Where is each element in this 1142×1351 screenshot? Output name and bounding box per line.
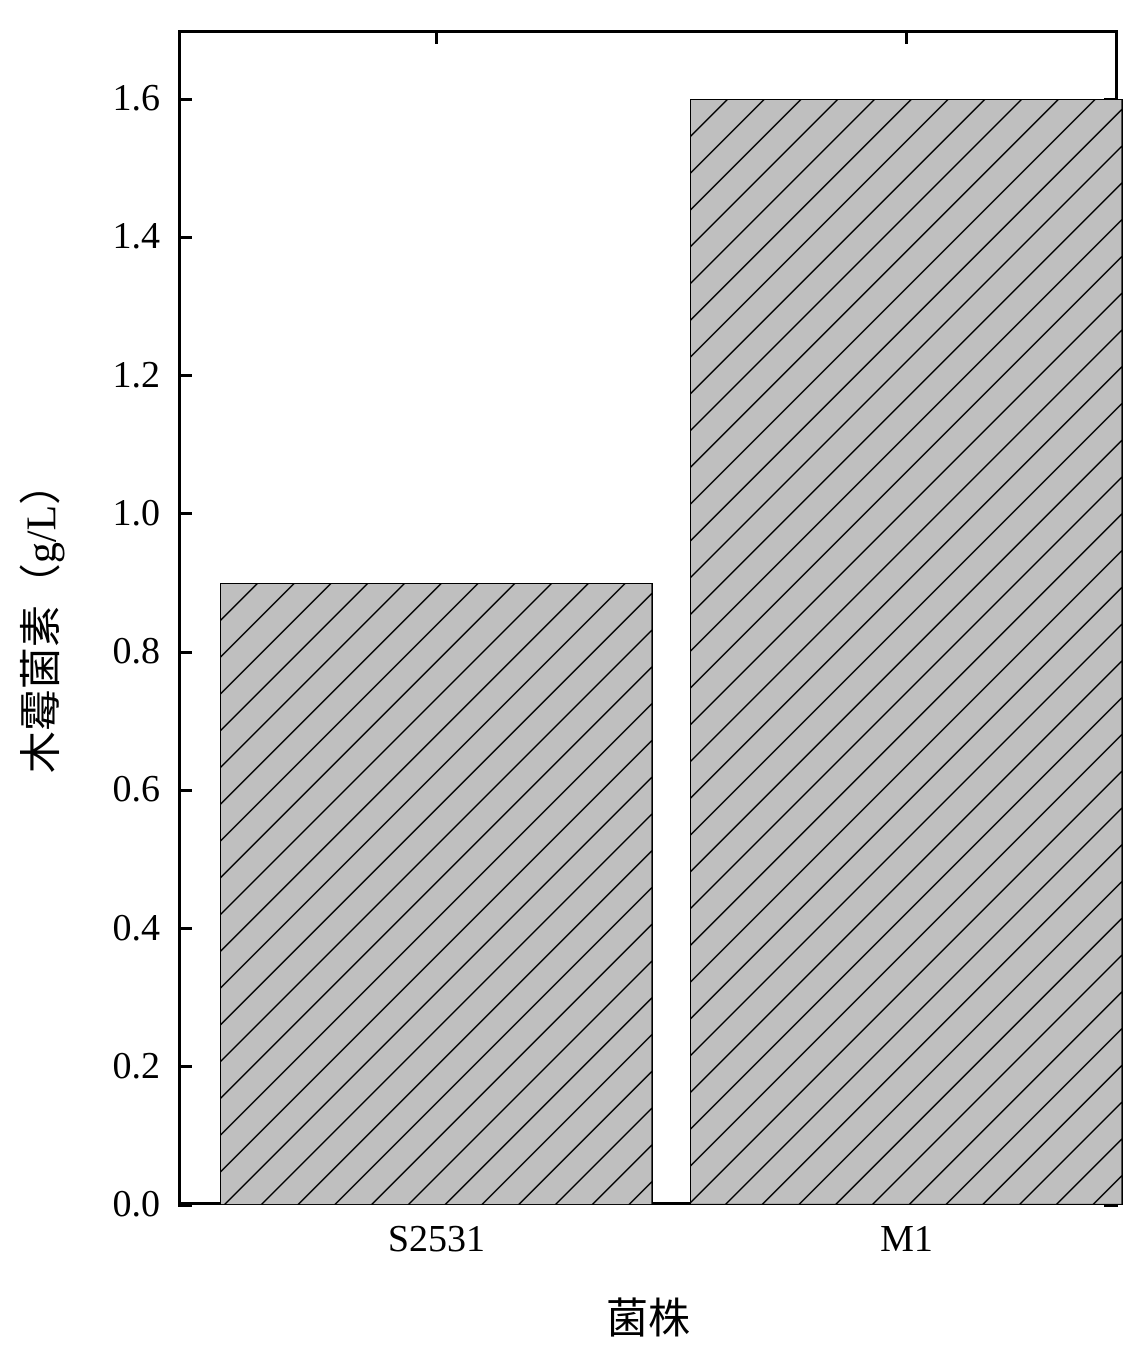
y-tick-mark — [178, 927, 192, 930]
y-tick-label: 1.4 — [0, 214, 160, 258]
y-tick-mark — [178, 512, 192, 515]
y-tick-label: 0.4 — [0, 906, 160, 950]
y-tick-label: 1.2 — [0, 353, 160, 397]
bar — [220, 583, 652, 1205]
x-tick-label: S2531 — [337, 1217, 537, 1261]
y-tick-mark — [178, 236, 192, 239]
y-tick-mark — [178, 1065, 192, 1068]
y-tick-mark — [178, 651, 192, 654]
x-axis-label: 菌株 — [178, 1285, 1118, 1346]
chart-container: 木霉菌素（g/L） 菌株 0.00.20.40.60.81.01.21.41.6… — [0, 0, 1142, 1351]
bar — [690, 99, 1122, 1205]
y-tick-label: 0.0 — [0, 1182, 160, 1226]
bar-svg — [690, 99, 1122, 1205]
x-tick-label: M1 — [807, 1217, 1007, 1261]
y-tick-label: 1.0 — [0, 491, 160, 535]
y-tick-mark — [178, 98, 192, 101]
y-tick-label: 0.8 — [0, 629, 160, 673]
y-tick-mark — [178, 1204, 192, 1207]
x-tick-mark — [435, 30, 438, 44]
y-tick-mark — [178, 789, 192, 792]
y-tick-label: 1.6 — [0, 76, 160, 120]
y-tick-label: 0.2 — [0, 1044, 160, 1088]
y-tick-mark — [178, 374, 192, 377]
y-tick-label: 0.6 — [0, 767, 160, 811]
bar-svg — [220, 583, 652, 1205]
x-tick-mark — [905, 30, 908, 44]
